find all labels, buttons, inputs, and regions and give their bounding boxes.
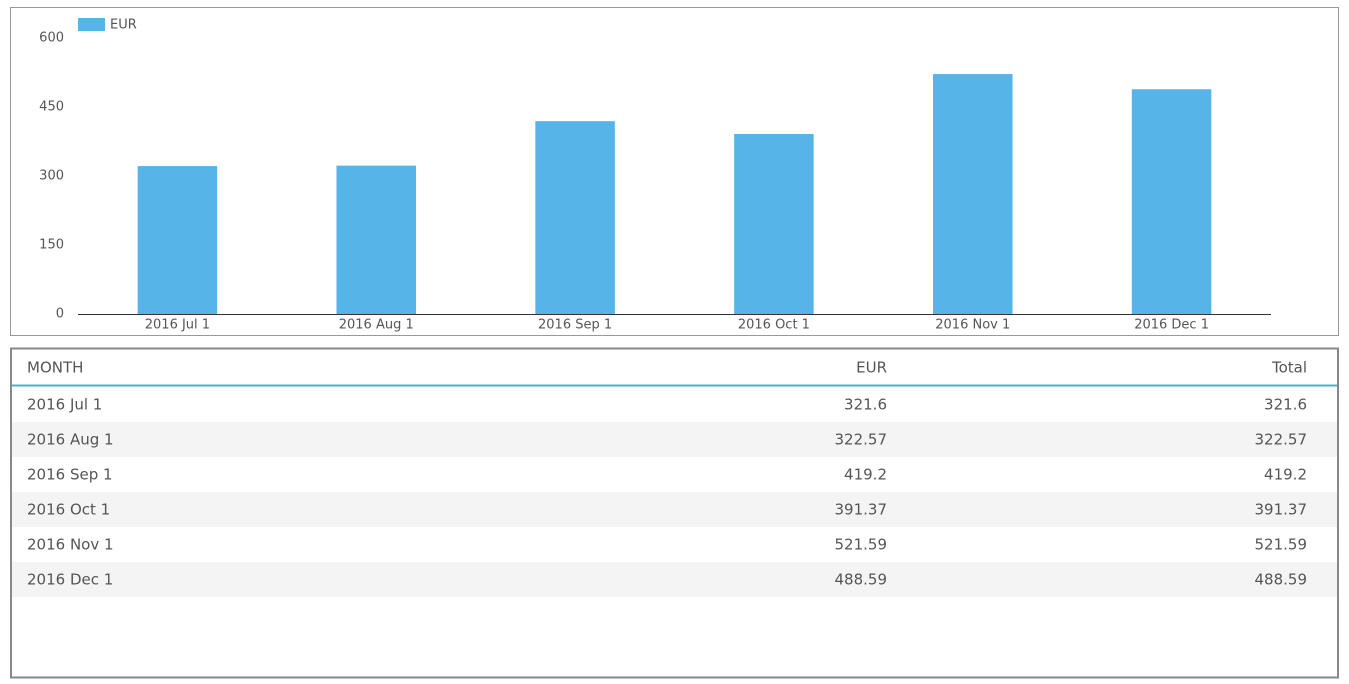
table-cell: 2016 Jul 1	[27, 396, 102, 414]
table-row	[12, 562, 1337, 597]
y-tick-label: 600	[39, 31, 64, 46]
header-cell: EUR	[856, 359, 887, 377]
bar	[137, 166, 218, 314]
y-tick-label: 150	[39, 238, 64, 253]
bar	[734, 133, 814, 314]
y-tick-label: 450	[39, 100, 64, 115]
table-cell: 2016 Nov 1	[27, 536, 114, 554]
table-row	[12, 457, 1337, 492]
x-tick-label: 2016 Nov 1	[935, 318, 1010, 333]
table-cell: 391.37	[835, 501, 888, 519]
x-tick-label: 2016 Aug 1	[339, 318, 414, 333]
table-cell: 488.59	[1255, 571, 1308, 589]
table-cell: 2016 Oct 1	[27, 501, 110, 519]
chart-panel	[10, 7, 1339, 336]
table-cell: 2016 Sep 1	[27, 466, 113, 484]
x-tick-label: 2016 Sep 1	[538, 318, 612, 333]
table-cell: 391.37	[1255, 501, 1308, 519]
table-cell: 521.59	[835, 536, 888, 554]
table-cell: 322.57	[1255, 431, 1308, 449]
header-cell: Total	[1271, 359, 1307, 377]
bar	[535, 121, 615, 314]
table-row	[12, 492, 1337, 527]
table-cell: 419.2	[1264, 466, 1307, 484]
table-cell: 2016 Dec 1	[27, 571, 113, 589]
table-cell: 521.59	[1255, 536, 1308, 554]
legend-label: EUR	[110, 18, 137, 33]
bar	[1131, 89, 1212, 314]
header-cell: MONTH	[27, 359, 83, 377]
y-tick-label: 0	[56, 307, 64, 322]
table-cell: 321.6	[844, 396, 887, 414]
table-row	[12, 387, 1337, 422]
x-tick-label: 2016 Dec 1	[1134, 318, 1209, 333]
table-row	[12, 422, 1337, 457]
table-cell: 488.59	[835, 571, 888, 589]
bar	[932, 74, 1013, 314]
table-cell: 322.57	[835, 431, 888, 449]
table-cell: 419.2	[844, 466, 887, 484]
x-tick-label: 2016 Jul 1	[145, 318, 210, 333]
legend-swatch	[78, 18, 105, 31]
table-cell: 321.6	[1264, 396, 1307, 414]
x-tick-label: 2016 Oct 1	[738, 318, 810, 333]
table-cell: 2016 Aug 1	[27, 431, 114, 449]
y-tick-label: 300	[39, 169, 64, 184]
bar	[336, 165, 417, 314]
table-row	[12, 527, 1337, 562]
